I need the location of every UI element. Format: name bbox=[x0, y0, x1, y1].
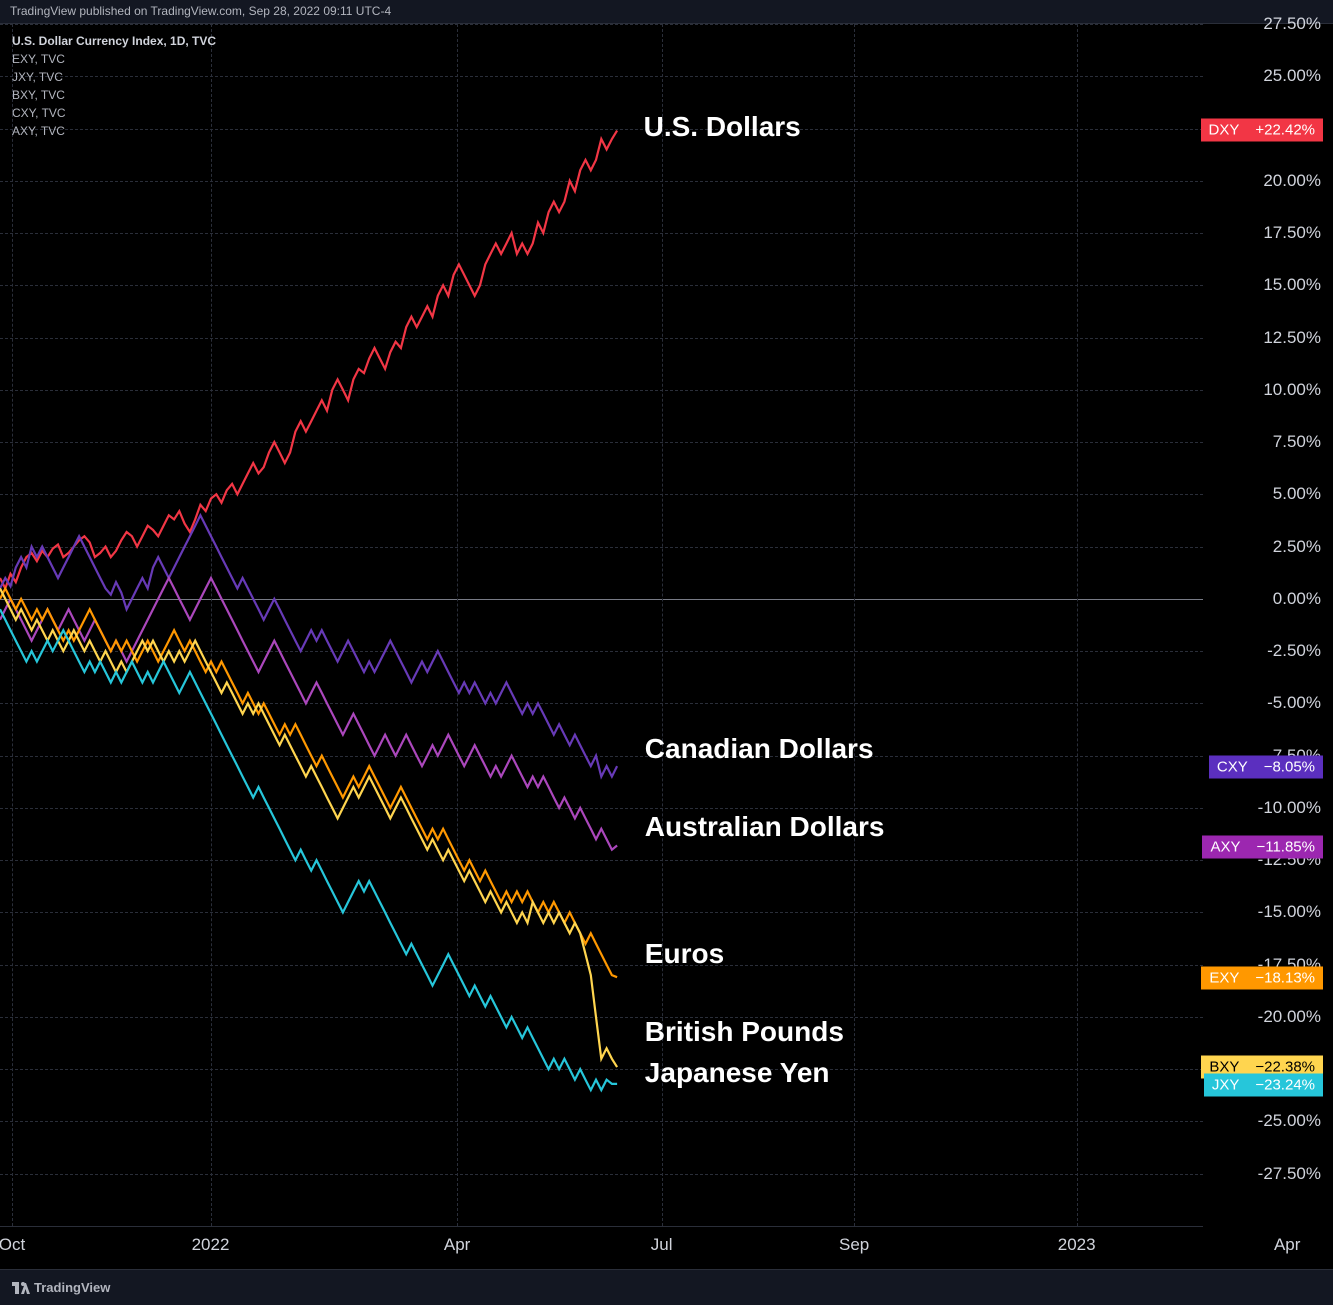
badge-symbol: AXY bbox=[1202, 835, 1248, 858]
x-tick-label: Apr bbox=[444, 1235, 470, 1255]
footer-text: TradingView bbox=[34, 1280, 110, 1295]
legend-line: CXY, TVC bbox=[12, 104, 216, 122]
y-tick-label: -10.00% bbox=[1258, 798, 1321, 818]
y-tick-label: 12.50% bbox=[1263, 328, 1321, 348]
annotation-label: Euros bbox=[645, 938, 724, 970]
badge-value: −23.24% bbox=[1247, 1073, 1323, 1096]
series-jxy bbox=[0, 609, 617, 1090]
badge-symbol: EXY bbox=[1201, 966, 1247, 989]
badge-value: −8.05% bbox=[1256, 756, 1323, 779]
x-tick-label: Apr bbox=[1274, 1235, 1300, 1255]
badge-symbol: JXY bbox=[1204, 1073, 1248, 1096]
annotation-label: British Pounds bbox=[645, 1016, 844, 1048]
y-tick-label: -2.50% bbox=[1267, 641, 1321, 661]
x-axis: Oct2022AprJulSep2023Apr bbox=[0, 1226, 1203, 1264]
y-tick-label: 5.00% bbox=[1273, 484, 1321, 504]
series-dxy bbox=[0, 131, 617, 589]
price-badge-dxy: DXY+22.42% bbox=[1201, 119, 1323, 142]
x-tick-label: Sep bbox=[839, 1235, 869, 1255]
series-axy bbox=[0, 578, 617, 850]
y-tick-label: -5.00% bbox=[1267, 693, 1321, 713]
legend-line: JXY, TVC bbox=[12, 68, 216, 86]
y-tick-label: 0.00% bbox=[1273, 589, 1321, 609]
badge-value: −18.13% bbox=[1247, 966, 1323, 989]
x-tick-label: 2023 bbox=[1058, 1235, 1096, 1255]
badge-symbol: CXY bbox=[1209, 756, 1256, 779]
annotation-label: U.S. Dollars bbox=[644, 111, 801, 143]
y-tick-label: -27.50% bbox=[1258, 1164, 1321, 1184]
y-tick-label: 2.50% bbox=[1273, 537, 1321, 557]
x-tick-label: Jul bbox=[651, 1235, 673, 1255]
badge-value: +22.42% bbox=[1247, 119, 1323, 142]
y-tick-label: 10.00% bbox=[1263, 380, 1321, 400]
x-tick-label: Oct bbox=[0, 1235, 25, 1255]
y-tick-label: -15.00% bbox=[1258, 902, 1321, 922]
footer-bar: TradingView bbox=[0, 1269, 1333, 1305]
price-badge-jxy: JXY−23.24% bbox=[1204, 1073, 1323, 1096]
y-tick-label: 17.50% bbox=[1263, 223, 1321, 243]
legend-line: BXY, TVC bbox=[12, 86, 216, 104]
x-tick-label: 2022 bbox=[192, 1235, 230, 1255]
y-tick-label: 20.00% bbox=[1263, 171, 1321, 191]
plot-svg bbox=[0, 24, 1203, 1226]
y-tick-label: -25.00% bbox=[1258, 1111, 1321, 1131]
publish-header: TradingView published on TradingView.com… bbox=[0, 0, 1333, 24]
tv-icon bbox=[12, 1282, 30, 1294]
badge-value: −11.85% bbox=[1248, 835, 1323, 858]
y-tick-label: 25.00% bbox=[1263, 66, 1321, 86]
series-bxy bbox=[0, 588, 617, 1067]
legend-line: EXY, TVC bbox=[12, 50, 216, 68]
chart-legend: U.S. Dollar Currency Index, 1D, TVC EXY,… bbox=[12, 32, 216, 140]
legend-title: U.S. Dollar Currency Index, 1D, TVC bbox=[12, 32, 216, 50]
y-tick-label: 15.00% bbox=[1263, 275, 1321, 295]
y-tick-label: 7.50% bbox=[1273, 432, 1321, 452]
publish-text: TradingView published on TradingView.com… bbox=[10, 4, 391, 18]
y-tick-label: -20.00% bbox=[1258, 1007, 1321, 1027]
price-badge-axy: AXY−11.85% bbox=[1202, 835, 1323, 858]
y-tick-label: 27.50% bbox=[1263, 14, 1321, 34]
price-badge-exy: EXY−18.13% bbox=[1201, 966, 1323, 989]
chart-area[interactable]: U.S. Dollar Currency Index, 1D, TVC EXY,… bbox=[0, 24, 1333, 1264]
annotation-label: Canadian Dollars bbox=[645, 733, 874, 765]
annotation-label: Japanese Yen bbox=[645, 1057, 830, 1089]
price-badge-cxy: CXY−8.05% bbox=[1209, 756, 1323, 779]
tradingview-logo: TradingView bbox=[12, 1280, 110, 1295]
badge-symbol: DXY bbox=[1201, 119, 1248, 142]
annotation-label: Australian Dollars bbox=[645, 811, 885, 843]
legend-line: AXY, TVC bbox=[12, 122, 216, 140]
